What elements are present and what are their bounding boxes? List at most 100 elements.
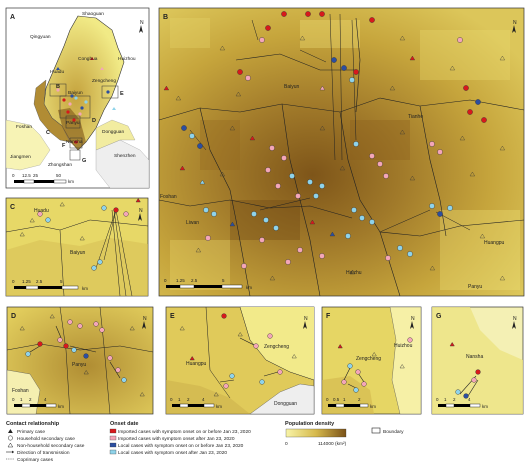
inset-letter: B	[56, 84, 60, 90]
place-label: Huizhou	[394, 343, 413, 349]
north-arrow-icon	[138, 213, 142, 221]
legend-onset-title: Onset date	[110, 421, 138, 427]
scale-tick: 0	[12, 173, 15, 178]
onset-swatch	[109, 449, 117, 455]
legend-onset-item: Local cases with symptom onset after Jan…	[118, 450, 227, 456]
scale-tick: 0	[164, 278, 167, 283]
panel-b-triangles	[163, 35, 506, 281]
non-household-case-icon	[7, 442, 14, 448]
panel-d: D N Panyu Foshan 0 1 2 4 km	[6, 306, 154, 415]
legend: Contact relationship Primary case Househ…	[6, 421, 404, 463]
density-min: 0	[285, 441, 288, 447]
place-label: Huangpu	[484, 240, 505, 246]
inset-letter: G	[82, 158, 86, 164]
north-arrow-icon	[512, 321, 516, 329]
place-label: Baiyun	[284, 84, 300, 90]
panel-f-letter: F	[326, 313, 331, 320]
place-label: Zengcheng	[356, 356, 381, 362]
scale-unit: km	[68, 179, 74, 184]
scale-bar-e: 0 1 2 4 km	[170, 397, 222, 409]
legend-boundary-label: Boundary	[383, 429, 404, 435]
panel-e: E N Zengcheng Huangpu Dongguan 0 1 2 4 k…	[165, 306, 315, 415]
place-label: Nansha	[466, 354, 483, 360]
scale-bar-a: 0 12.5 25 50 km	[12, 173, 74, 184]
scale-tick: 2.5	[36, 279, 43, 284]
place-label: Jiangmen	[10, 154, 31, 160]
place-label: Foshan	[16, 124, 32, 130]
scale-bar-c: 0 1.25 2.5 5 km	[12, 279, 88, 291]
primary-case-icon	[8, 429, 13, 433]
scale-tick: 4	[468, 397, 471, 402]
north-arrow-icon	[303, 321, 307, 329]
legend-contact-item: Coprimary cases	[17, 457, 54, 463]
legend-contact-title: Contact relationship	[6, 421, 60, 427]
scale-tick: 4	[202, 397, 205, 402]
place-label: Qingyuan	[30, 34, 51, 40]
scale-tick: 0	[12, 397, 15, 402]
scale-tick: 2	[453, 397, 456, 402]
scale-tick: 1	[444, 397, 447, 402]
place-label: Shaoguan	[82, 11, 104, 17]
place-label: Shenzhen	[114, 153, 136, 159]
scale-bar-b: 0 1.25 2.5 5 km	[164, 278, 252, 290]
scale-tick: 50	[56, 173, 62, 178]
place-label: Zhongshan	[48, 162, 72, 168]
legend-onset-item: Local cases with symptom onset on or bef…	[118, 443, 244, 449]
panel-b-letter: B	[163, 14, 168, 21]
scale-tick: 1	[20, 397, 23, 402]
place-label: Panyu	[66, 120, 80, 126]
north-label-d: N	[143, 316, 147, 322]
scale-unit: km	[246, 285, 252, 290]
place-label: Haizhu	[346, 270, 362, 276]
panel-b: B N Baiyun Tianhe Foshan Liwan Haizhu Hu…	[158, 7, 525, 297]
scale-tick: 0	[436, 397, 439, 402]
place-label: Nansha	[66, 139, 83, 145]
north-label-f: N	[411, 316, 415, 322]
panel-d-letter: D	[11, 313, 16, 320]
scale-tick: 0.5	[333, 397, 340, 402]
scale-tick: 12.5	[22, 173, 31, 178]
north-arrow-icon	[139, 25, 143, 33]
scale-tick: 5	[60, 279, 63, 284]
household-case-icon	[7, 435, 13, 441]
legend-onset-item: Imported cases with symptom onset after …	[118, 436, 235, 442]
density-max: 114000 (km²)	[318, 441, 347, 447]
place-label: Panyu	[72, 362, 86, 368]
place-label: Baiyun	[70, 250, 86, 256]
panel-a: A N Shaoguan Qingyuan Conghua Huizhou Hu…	[5, 7, 150, 189]
place-label: Huizhou	[118, 56, 136, 62]
place-label: Zengcheng	[264, 344, 289, 350]
panel-c-letter: C	[10, 204, 15, 211]
scale-bar-g: 0 1 2 4 km	[436, 397, 488, 409]
scale-unit: km	[82, 286, 88, 291]
panel-a-points	[56, 57, 116, 144]
panel-a-letter: A	[10, 14, 15, 21]
scale-bar-d: 0 1 2 4 km	[12, 397, 64, 409]
place-label: Dongguan	[102, 129, 124, 135]
scale-tick: 2	[358, 397, 361, 402]
north-label-b: N	[513, 20, 517, 26]
density-ramp	[285, 428, 347, 438]
place-label: Tianhe	[408, 114, 423, 120]
place-label: Dongguan	[274, 401, 297, 407]
place-label: Baiyun	[68, 90, 83, 96]
scale-tick: 0	[326, 397, 329, 402]
scale-tick: 1.25	[22, 279, 31, 284]
inset-letter: C	[46, 130, 50, 136]
scale-tick: 5	[222, 278, 225, 283]
inset-letter: E	[120, 91, 124, 97]
panel-g-letter: G	[436, 313, 442, 320]
scale-tick: 0	[170, 397, 173, 402]
place-label: Huadu	[34, 208, 49, 214]
scale-bar-f: 0 0.5 1 2 km	[326, 397, 376, 409]
scale-unit: km	[216, 404, 222, 409]
boundary-swatch	[371, 427, 381, 434]
place-label: Conghua	[78, 56, 98, 62]
panel-g: G N Nansha 0 1 2 4 km	[431, 306, 524, 415]
north-label-g: N	[513, 316, 517, 322]
panel-b-circles	[181, 11, 487, 269]
legend-contact-item: Household secondary case	[17, 436, 75, 442]
onset-swatch	[109, 428, 117, 434]
scale-tick: 2	[187, 397, 190, 402]
onset-swatch	[109, 435, 117, 441]
